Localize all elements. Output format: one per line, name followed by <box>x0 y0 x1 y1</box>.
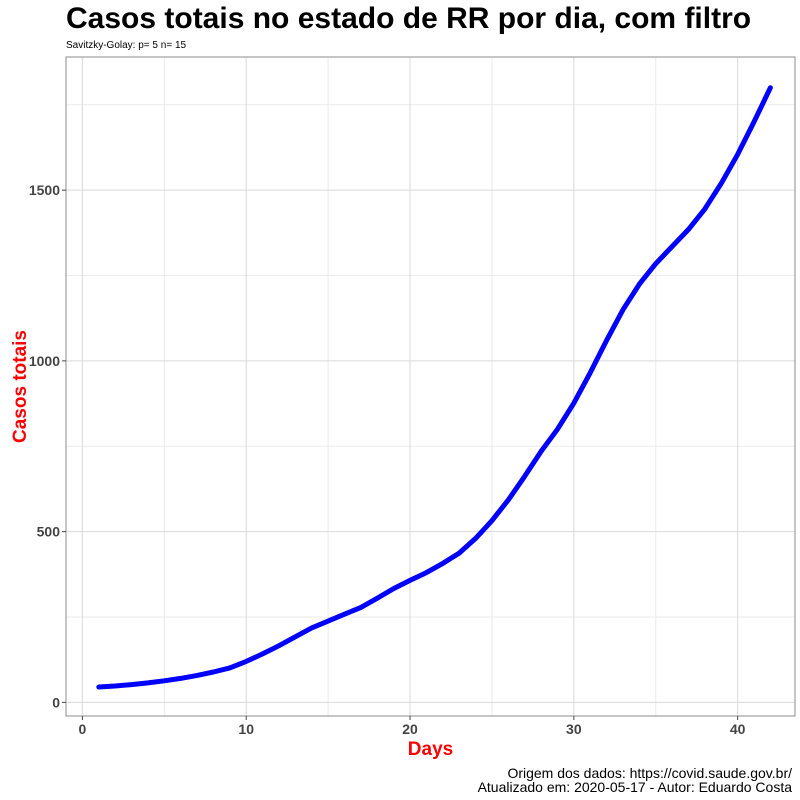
caption-data-source: Origem dos dados: https://covid.saude.go… <box>507 765 792 781</box>
x-axis-ticks: 0 10 20 30 40 <box>78 716 746 737</box>
series-line <box>96 85 773 690</box>
y-tick-label: 1500 <box>29 182 60 198</box>
plot-panel-border <box>65 56 796 717</box>
x-tick-label: 40 <box>730 721 746 737</box>
x-tick-label: 0 <box>78 721 86 737</box>
y-tick-label: 0 <box>52 694 60 710</box>
chart-title: Casos totais no estado de RR por dia, co… <box>66 2 752 35</box>
chart-subtitle: Savitzky-Golay: p= 5 n= 15 <box>66 40 187 51</box>
x-axis-label: Days <box>408 739 453 760</box>
x-tick-label: 20 <box>402 721 418 737</box>
y-tick-label: 1000 <box>29 353 60 369</box>
series-layer <box>96 85 773 690</box>
y-tick-label: 500 <box>37 524 61 540</box>
y-axis-ticks: 0 500 1000 1500 <box>29 182 66 710</box>
y-axis-label: Casos totais <box>10 330 31 443</box>
caption-updated-author: Atualizado em: 2020-05-17 - Autor: Eduar… <box>477 779 792 795</box>
grid-lines <box>66 57 795 716</box>
x-tick-label: 30 <box>566 721 582 737</box>
x-tick-label: 10 <box>238 721 254 737</box>
